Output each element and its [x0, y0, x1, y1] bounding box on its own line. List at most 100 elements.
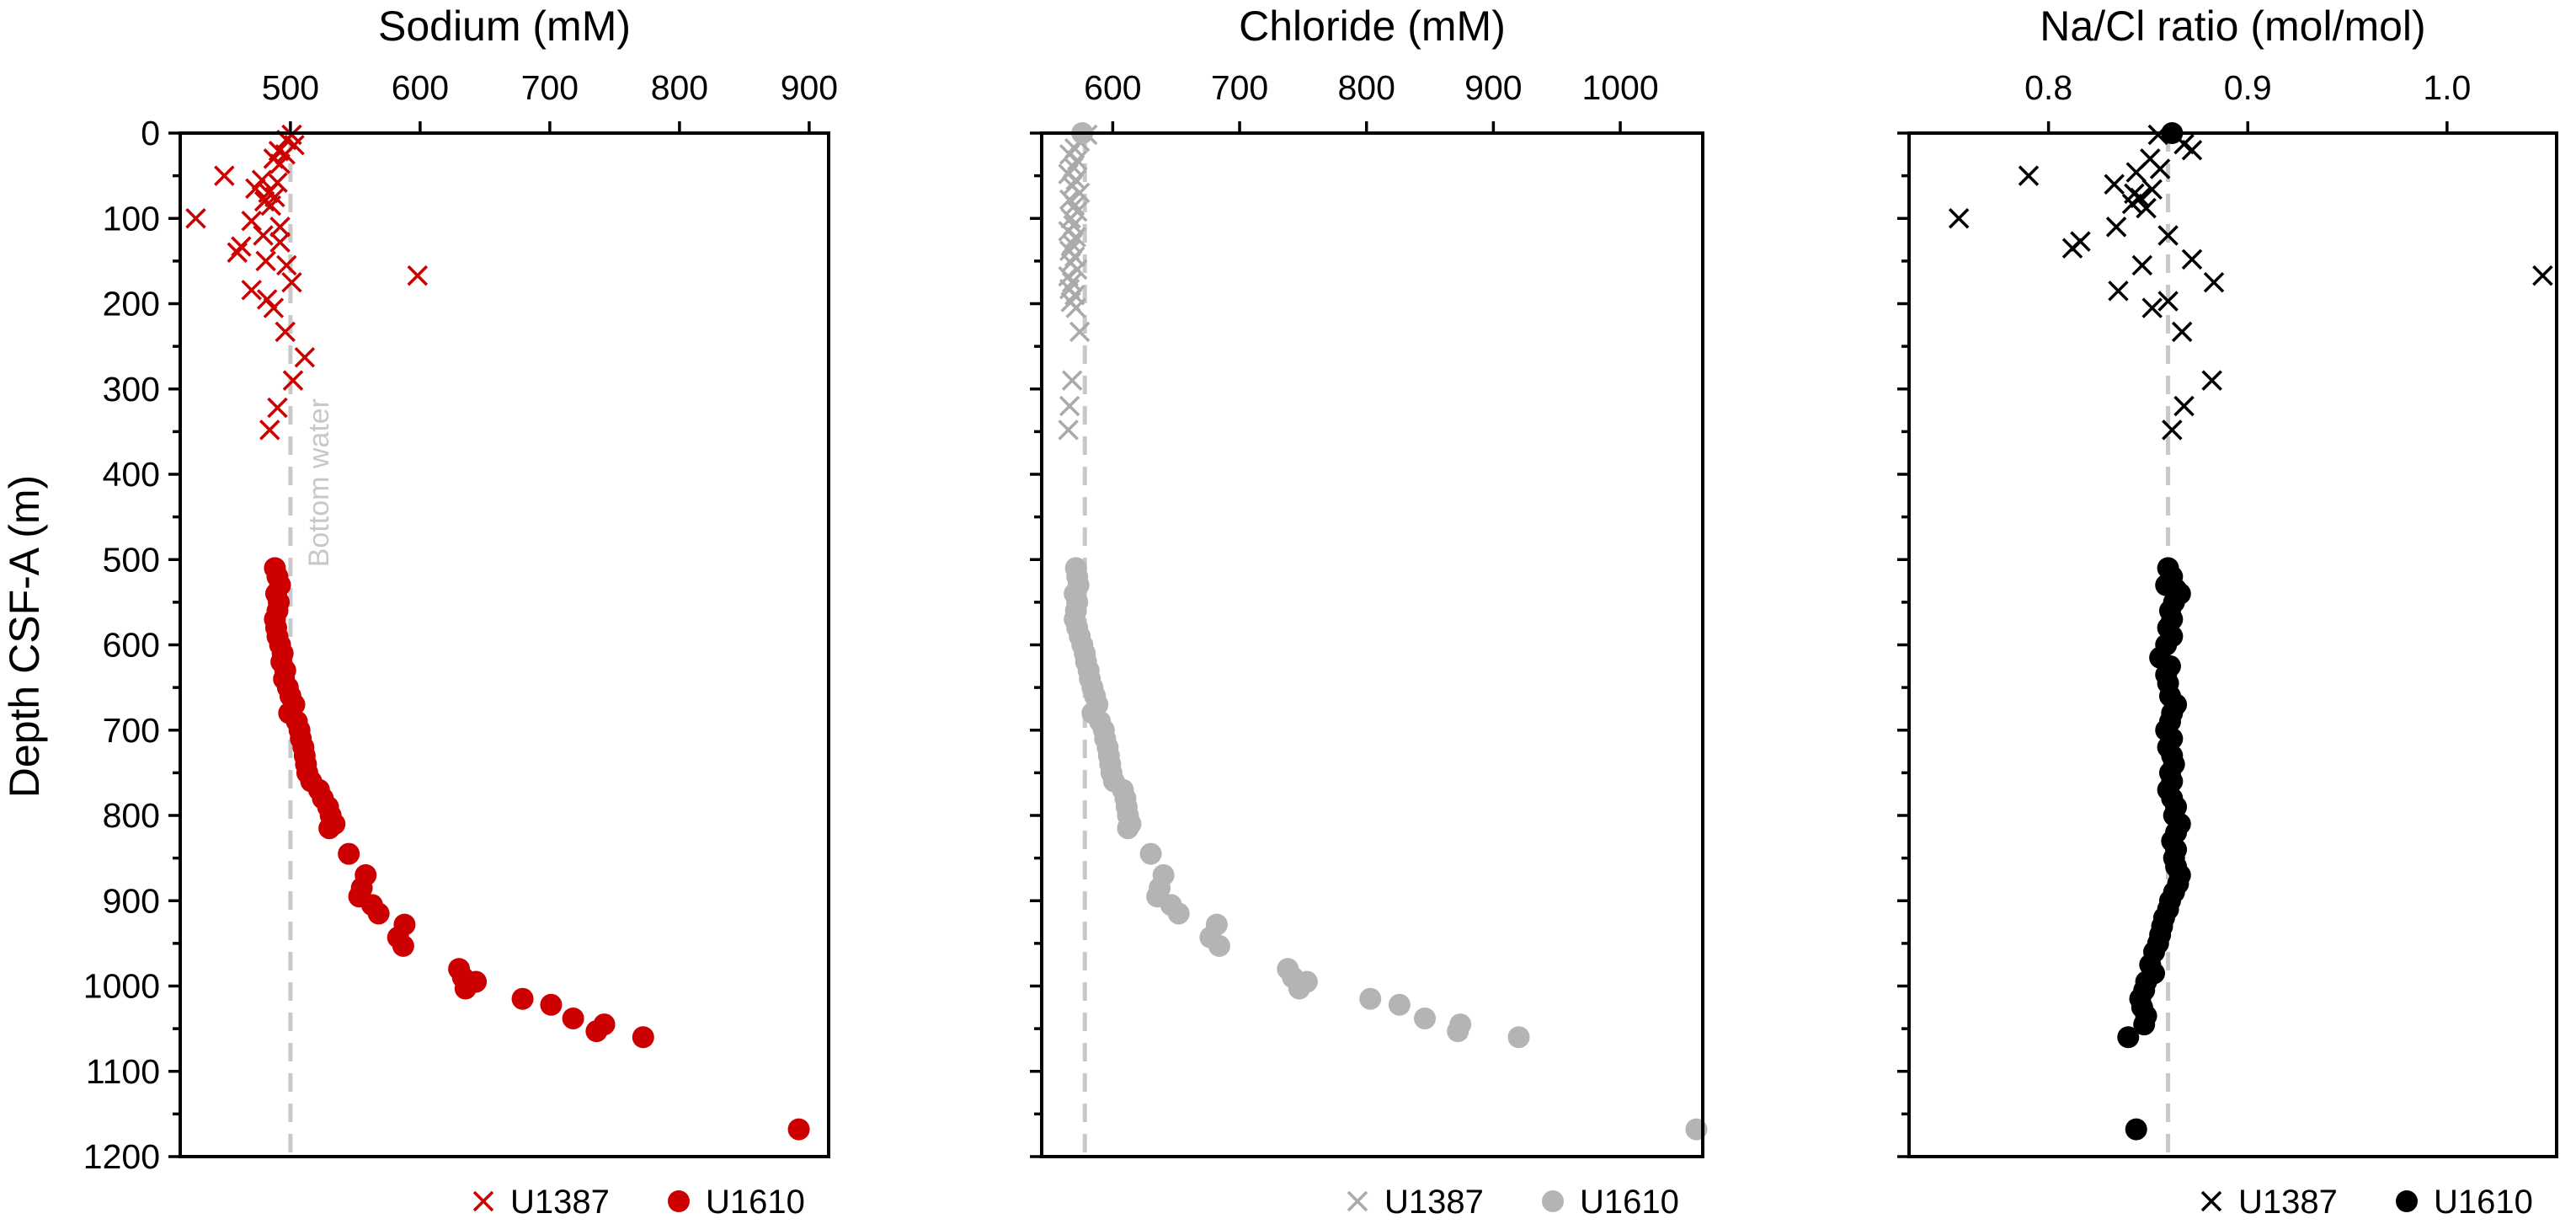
data-point-x [245, 178, 266, 200]
legend-label: U1387 [510, 1184, 610, 1221]
legend-marker-x [472, 1190, 494, 1212]
data-point-x [1059, 395, 1080, 417]
data-point-x [263, 297, 285, 318]
data-point-circle [1167, 902, 1190, 925]
data-point-x [2203, 271, 2225, 293]
data-point-circle [562, 1007, 584, 1029]
plot-frame [179, 131, 830, 1158]
y-tick-label: 300 [103, 370, 160, 409]
data-point-x [2532, 265, 2553, 286]
data-point-x [267, 397, 288, 419]
data-point-x [241, 211, 262, 232]
y-tick-label: 500 [103, 540, 160, 579]
data-point-x [260, 195, 282, 216]
data-point-x [255, 250, 276, 272]
data-point-x [214, 165, 235, 186]
y-tick-label: 900 [103, 881, 160, 920]
legend-label: U1610 [2434, 1184, 2533, 1221]
data-point-circle [367, 902, 390, 925]
data-point-circle [1388, 993, 1411, 1016]
legend-marker-x [1347, 1190, 1368, 1212]
data-point-x [2149, 158, 2171, 179]
data-point-x [275, 144, 296, 165]
data-point-x [2125, 162, 2147, 183]
y-tick-label: 700 [103, 711, 160, 750]
legend-label: U1387 [2238, 1184, 2338, 1221]
data-point-circle [338, 842, 360, 865]
plot-frame [1907, 131, 2558, 1158]
series-U1387 [1948, 124, 2553, 441]
y-axis-label: Depth CSF-A (m) [1, 475, 48, 798]
data-point-x [1061, 370, 1083, 391]
data-point-x [253, 225, 274, 246]
data-point-circle [1414, 1007, 1437, 1029]
data-point-x [282, 370, 304, 391]
data-point-circle [540, 993, 563, 1016]
panels: Sodium (mM) 500 600 700 800 900 0 100 200 300 400 5… [1, 3, 2558, 1221]
x-tick-label: 600 [1084, 68, 1141, 107]
data-point-x [281, 271, 302, 293]
data-point-circle [1507, 1026, 1530, 1049]
y-tick-label: 1100 [86, 1052, 160, 1091]
legend: U1387 U1610 [1347, 1184, 1679, 1221]
data-point-x [407, 265, 429, 286]
data-point-x [269, 216, 291, 238]
data-point-x [2171, 321, 2193, 343]
panel-title: Chloride (mM) [1239, 3, 1506, 50]
x-tick-label: 700 [1211, 68, 1268, 107]
x-tick-label: 0.8 [2024, 68, 2072, 107]
data-point-x [241, 280, 262, 301]
data-point-circle [392, 934, 414, 957]
data-point-x [1060, 208, 1081, 229]
data-point-circle [454, 977, 477, 1000]
data-point-x [275, 321, 296, 343]
x-tick-label: 900 [1464, 68, 1522, 107]
x-tick-label: 1000 [1581, 68, 1658, 107]
data-point-x [276, 254, 297, 276]
panel-1: Sodium (mM) 500 600 700 800 900 0 100 200 300 400 5… [83, 3, 838, 1221]
legend-label: U1387 [1384, 1184, 1484, 1221]
data-point-x [2157, 225, 2179, 246]
y-tick-label: 600 [103, 626, 160, 665]
data-point-x [2201, 370, 2222, 391]
legend: U1387 U1610 [2200, 1184, 2533, 1221]
data-point-x [2018, 165, 2040, 186]
x-tick-label: 600 [392, 68, 449, 107]
series-U1387 [1058, 124, 1098, 441]
y-tick-label: 200 [103, 285, 160, 323]
panel-title: Na/Cl ratio (mol/mol) [2040, 3, 2425, 50]
data-point-x [2104, 174, 2125, 195]
data-point-circle [318, 817, 341, 840]
y-tick-label: 800 [103, 796, 160, 835]
legend-marker-circle [1542, 1190, 1564, 1212]
data-point-circle [1117, 817, 1139, 840]
data-point-x [2136, 197, 2157, 219]
y-tick-label: 0 [141, 114, 160, 152]
legend-label: U1610 [706, 1184, 805, 1221]
x-tick-label: 900 [781, 68, 838, 107]
data-point-x [2061, 238, 2083, 259]
data-point-circle [1359, 987, 1382, 1010]
data-point-x [2131, 254, 2153, 276]
data-point-x [227, 242, 248, 263]
data-point-x [1064, 246, 1085, 268]
x-tick-label: 500 [262, 68, 319, 107]
data-point-x [1065, 169, 1086, 190]
data-point-circle [1208, 934, 1230, 957]
data-point-circle [787, 1118, 810, 1141]
series-U1610 [264, 557, 810, 1141]
data-point-x [185, 208, 206, 229]
y-tick-label: 100 [103, 199, 160, 238]
data-point-x [2141, 179, 2163, 200]
data-point-circle [1288, 977, 1310, 1000]
data-point-x [1065, 297, 1086, 318]
data-point-x [1061, 271, 1083, 293]
legend-marker-circle [668, 1190, 690, 1212]
data-point-circle [2117, 1026, 2140, 1049]
y-tick-label: 400 [103, 455, 160, 494]
panel-title: Sodium (mM) [378, 3, 631, 50]
x-tick-label: 0.9 [2224, 68, 2272, 107]
data-point-x [2173, 395, 2195, 417]
data-point-x [2162, 420, 2183, 441]
